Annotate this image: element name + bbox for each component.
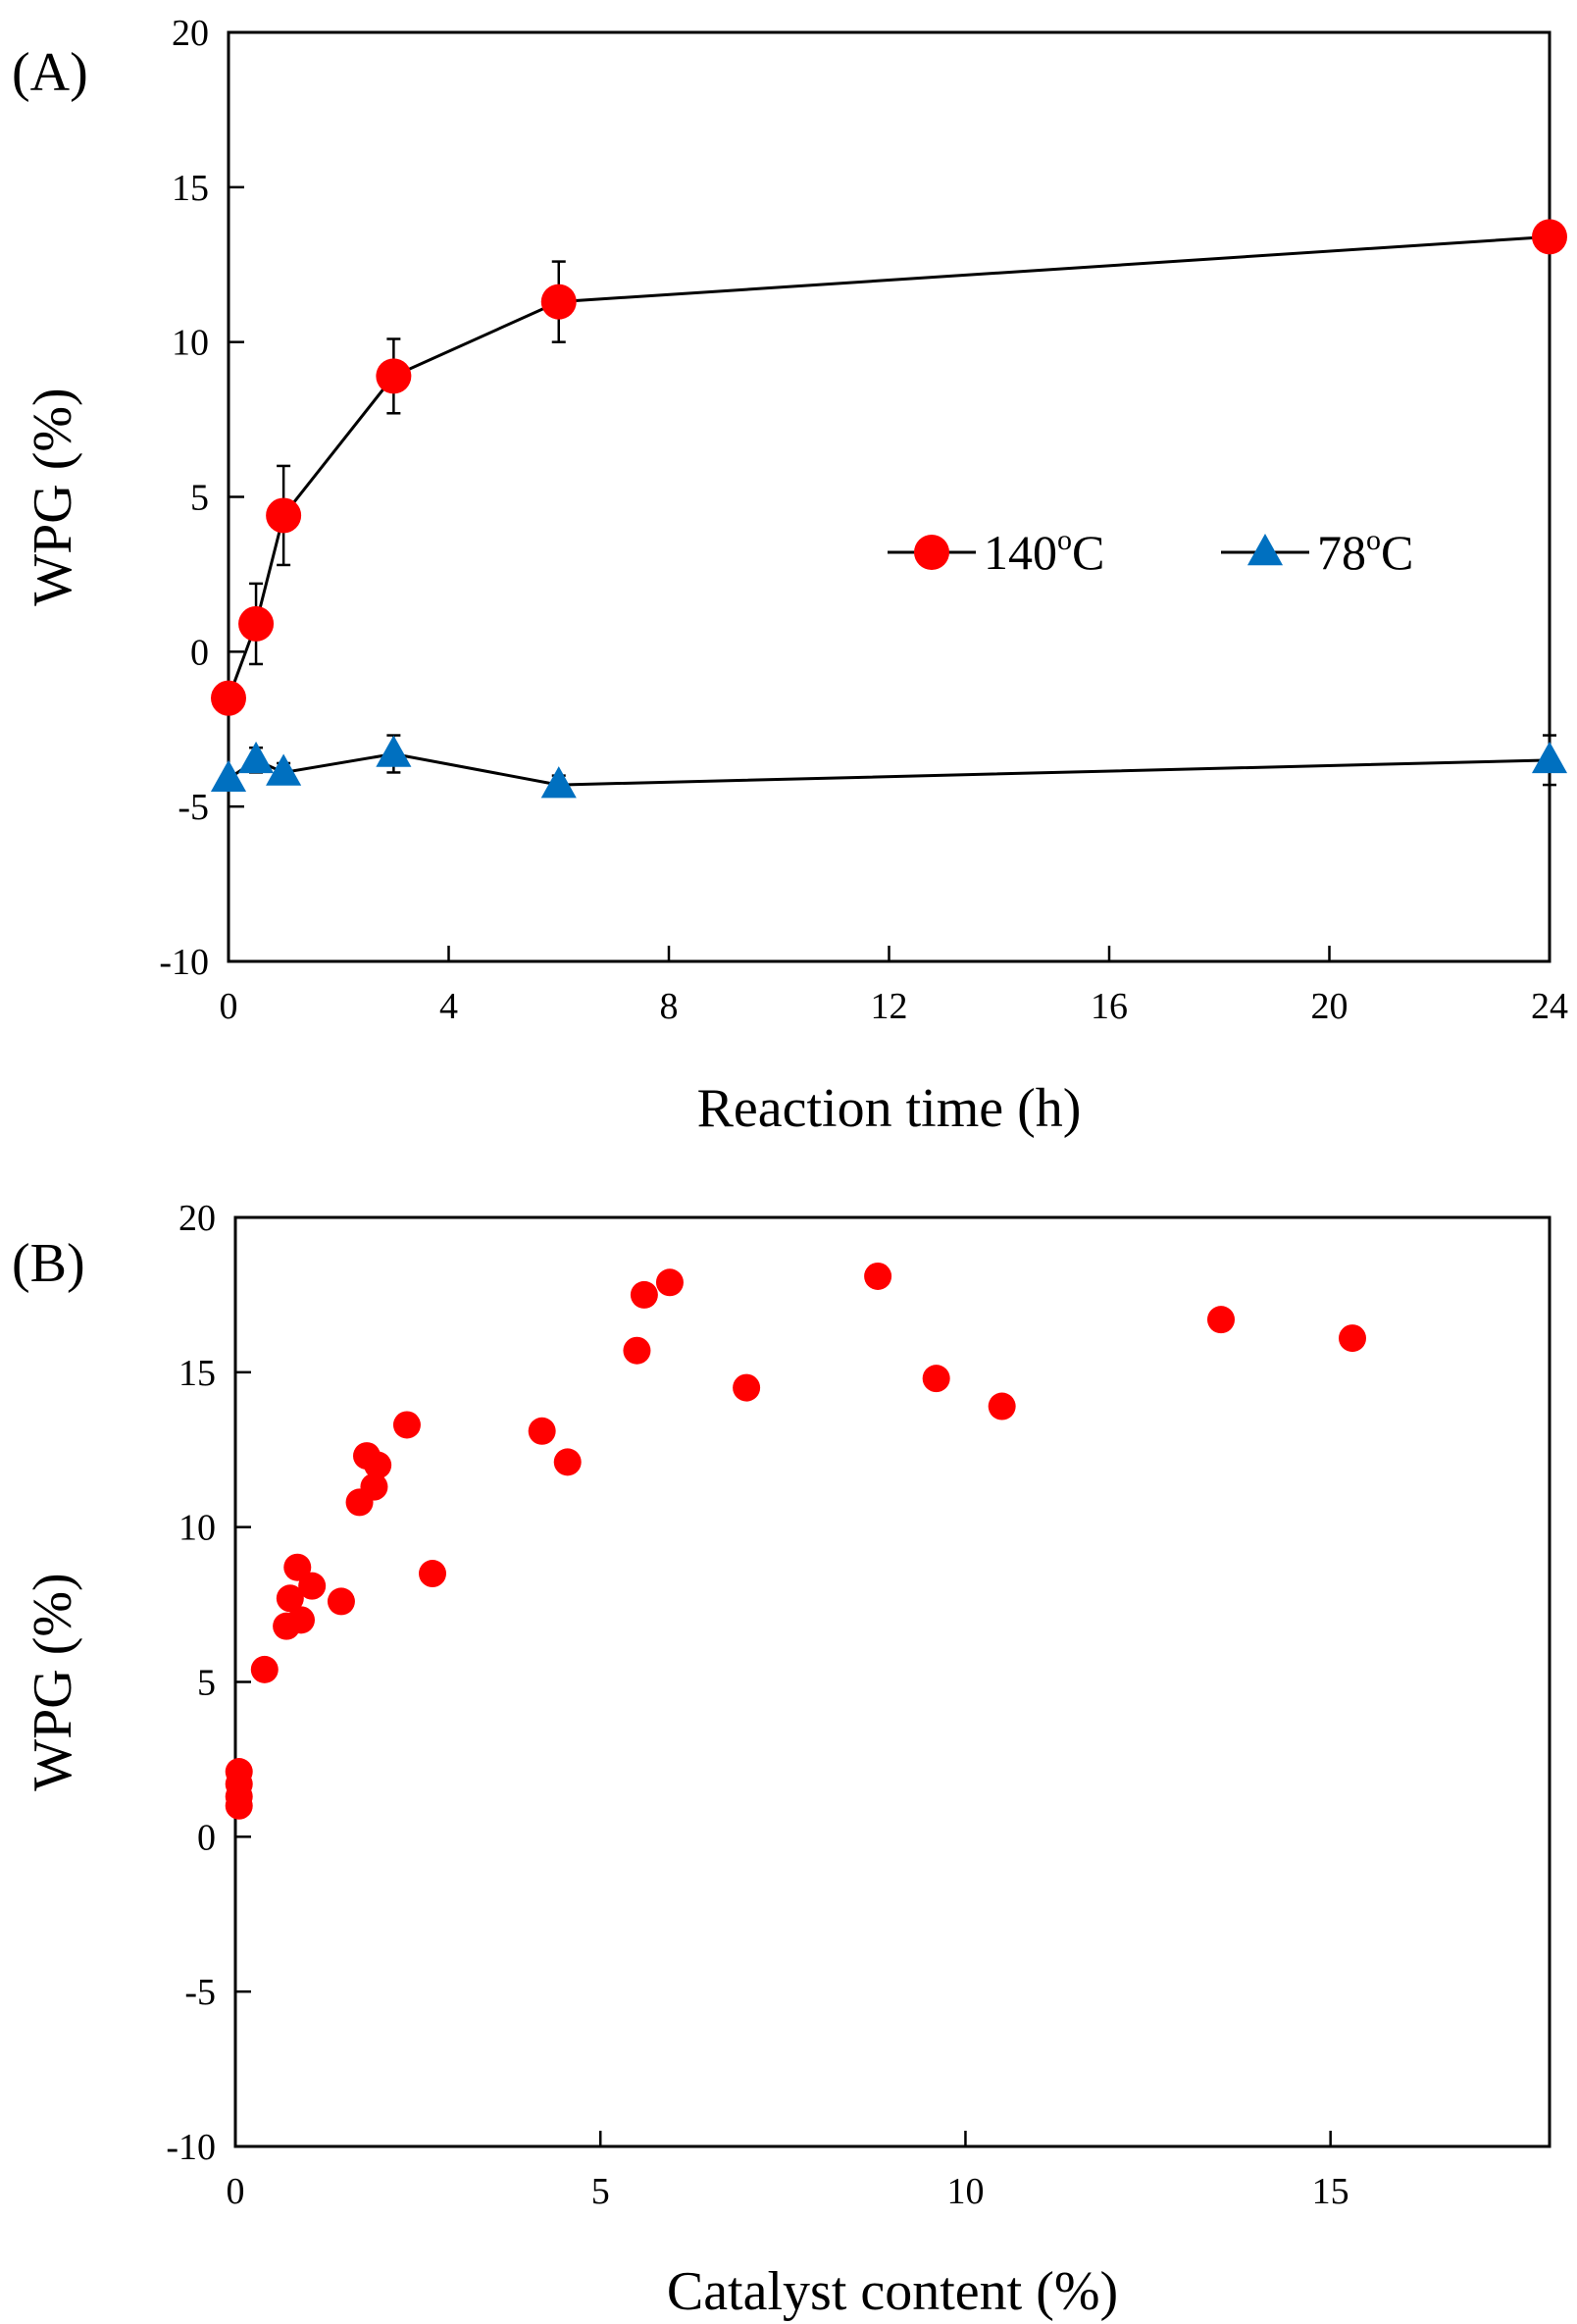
data-point-triangle [540,766,577,799]
y-tick-label: 20 [178,1198,216,1239]
y-tick-label: 15 [172,168,209,209]
data-point-circle [528,1417,556,1445]
y-tick-label: -10 [166,2127,216,2168]
y-tick-label: 15 [178,1353,216,1394]
data-point-circle [988,1392,1016,1420]
legend-label-value: 78 [1317,525,1366,580]
legend-label: 78oC [1317,524,1413,580]
data-point-triangle [238,741,275,774]
x-tick-label: 16 [1091,986,1128,1027]
series-78C [210,734,1568,799]
data-point-circle [327,1587,355,1616]
data-point-circle [276,1584,304,1613]
y-axis-title: WPG (%) [23,387,83,605]
legend-label-value: 140 [984,525,1057,580]
data-point-circle [360,1472,388,1501]
data-point-circle [630,1280,658,1309]
data-point-circle [540,284,577,320]
series-line [228,751,1551,787]
y-tick-label: 0 [190,632,209,673]
data-point-circle [376,358,412,394]
y-tick-label: 10 [172,323,209,364]
data-point-circle [266,497,302,534]
data-point-circle [225,1758,253,1786]
y-axis-title: WPG (%) [23,1573,83,1790]
data-point-circle [623,1336,651,1365]
legend-marker-circle [914,535,949,570]
x-tick-label: 0 [220,986,238,1027]
y-tick-label: 5 [197,1663,216,1704]
series-points [225,1262,1366,1820]
data-point-circle [211,680,246,716]
legend-label-degree: o [1366,524,1381,556]
data-point-circle [864,1262,892,1290]
data-point-circle [733,1373,761,1402]
y-tick-label: 5 [190,478,209,519]
panel-a: -10 -5 0 5 10 15 20 0 4 8 12 16 20 24 Reaction time (h… [12,13,1568,1139]
data-point-triangle [1531,741,1568,774]
data-point-circle [283,1553,312,1581]
data-point-circle [1207,1306,1235,1334]
data-point-triangle [376,735,412,767]
legend-label-unit: C [1072,525,1104,580]
x-tick-label: 4 [439,986,458,1027]
data-point-circle [419,1560,446,1588]
x-tick-label: 20 [1311,986,1348,1027]
legend-label-unit: C [1381,525,1413,580]
y-tick-label: -5 [184,1972,216,2013]
data-point-circle [250,1655,279,1683]
data-point-circle [655,1268,684,1297]
data-point-circle [238,605,275,642]
panel-label: (A) [12,42,88,103]
legend-label: 140oC [984,524,1104,580]
legend: 140oC 78oC [888,524,1413,580]
plot-frame [233,1215,1552,2148]
x-tick-label: 10 [946,2171,984,2212]
series-line [227,234,1551,699]
legend-marker-triangle [1246,534,1284,566]
x-axis-title: Catalyst content (%) [667,2261,1118,2322]
data-point-circle [364,1451,392,1479]
x-tick-label: 0 [227,2171,245,2212]
y-tick-label: 10 [178,1508,216,1549]
data-point-triangle [266,753,302,786]
x-tick-label: 5 [591,2171,610,2212]
panel-b: -10 -5 0 5 10 15 20 0 5 10 15 Catalyst content (%) W… [12,1198,1552,2322]
plot-frame [227,30,1552,963]
data-point-circle [287,1606,315,1634]
y-tick-label: -10 [159,942,209,983]
data-point-circle [553,1448,582,1476]
x-tick-label: 24 [1531,986,1568,1027]
y-tick-label: 0 [197,1817,216,1858]
panel-label: (B) [12,1233,85,1294]
data-point-circle [1532,219,1567,255]
data-point-circle [392,1411,421,1439]
y-tick-label: 20 [172,13,209,54]
data-point-circle [298,1572,327,1600]
legend-label-degree: o [1057,524,1072,556]
data-point-triangle [210,759,247,793]
y-tick-label: -5 [178,787,209,828]
x-tick-label: 15 [1312,2171,1349,2212]
data-point-circle [922,1365,950,1393]
x-axis-title: Reaction time (h) [697,1078,1082,1139]
series-140C [211,219,1567,716]
data-point-circle [1339,1324,1366,1353]
x-tick-label: 8 [660,986,679,1027]
x-tick-label: 12 [871,986,908,1027]
